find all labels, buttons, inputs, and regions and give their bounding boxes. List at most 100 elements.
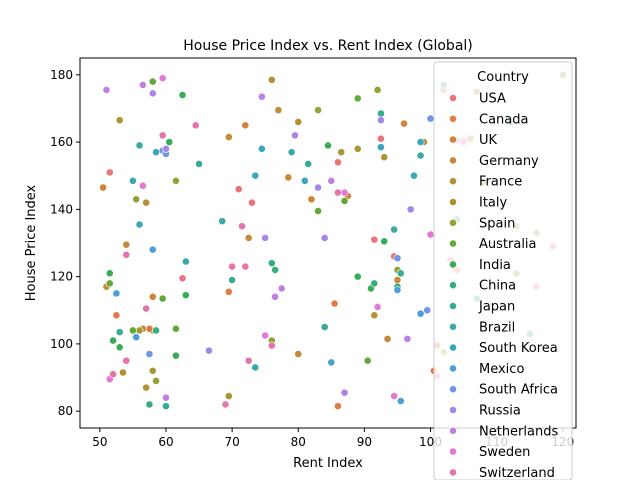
x-tick-label: 80	[291, 435, 306, 449]
point-russia	[148, 89, 157, 98]
point-uk	[400, 119, 408, 128]
point-india	[109, 336, 117, 345]
point-spain	[373, 86, 382, 94]
point-switzerland	[267, 341, 276, 350]
x-tick-label: 90	[357, 435, 372, 449]
point-india	[115, 343, 124, 352]
point-france	[274, 106, 283, 115]
point-netherlands	[271, 292, 279, 301]
point-brazil	[251, 363, 260, 372]
point-south-africa	[145, 350, 154, 358]
point-uk	[307, 195, 316, 204]
point-switzerland	[109, 370, 117, 379]
point-france	[267, 75, 276, 84]
legend-label-sweden: Sweden	[479, 445, 530, 460]
legend-marker-germany	[449, 156, 457, 165]
x-tick-label: 70	[224, 435, 239, 449]
legend-label-south-korea: South Korea	[479, 341, 558, 356]
point-switzerland	[142, 304, 151, 313]
legend-marker-australia	[449, 239, 457, 248]
point-usa	[234, 185, 243, 194]
point-australia	[129, 326, 137, 335]
point-australia	[340, 197, 349, 205]
legend-label-germany: Germany	[479, 154, 539, 169]
point-south-korea	[410, 171, 418, 180]
legend-label-mexico: Mexico	[479, 362, 524, 377]
legend-box	[433, 61, 573, 480]
point-netherlands	[257, 92, 266, 101]
point-germany	[393, 276, 402, 284]
point-uk	[241, 121, 250, 130]
point-japan	[377, 109, 385, 118]
point-switzerland	[122, 356, 131, 365]
legend-marker-mexico	[449, 364, 457, 373]
point-japan	[320, 323, 329, 331]
point-uk	[99, 183, 108, 192]
point-south-korea	[135, 220, 144, 229]
point-australia	[148, 77, 157, 86]
legend-label-netherlands: Netherlands	[479, 424, 558, 439]
point-netherlands	[138, 81, 147, 89]
point-usa	[248, 198, 256, 207]
point-usa	[178, 274, 187, 283]
point-australia	[314, 207, 322, 215]
point-usa	[105, 168, 114, 177]
point-mexico	[396, 397, 405, 405]
point-south-africa	[393, 254, 402, 263]
legend-marker-china	[449, 281, 457, 290]
legend-marker-japan	[449, 302, 457, 310]
point-italy	[135, 326, 144, 335]
y-tick-label: 140	[50, 202, 73, 216]
point-spain	[152, 377, 160, 385]
point-france	[142, 198, 151, 207]
point-brazil	[390, 225, 399, 234]
point-south-africa	[426, 114, 435, 123]
point-france	[119, 368, 127, 377]
point-germany	[294, 350, 303, 358]
point-germany	[244, 234, 253, 242]
point-germany	[122, 240, 131, 249]
point-mexico	[327, 358, 336, 367]
point-netherlands	[102, 86, 111, 94]
point-canada	[334, 402, 342, 411]
point-netherlands	[162, 393, 170, 402]
legend-marker-netherlands	[449, 426, 457, 435]
legend-label-india: India	[479, 258, 511, 273]
point-india	[324, 141, 332, 150]
point-south-korea	[251, 171, 260, 180]
point-germany	[284, 173, 293, 182]
point-japan	[195, 160, 203, 168]
chart-title: House Price Index vs. Rent Index (Global…	[183, 38, 473, 54]
point-china	[271, 266, 279, 274]
point-russia	[320, 234, 329, 242]
point-canada	[112, 311, 121, 320]
legend-label-south-africa: South Africa	[479, 383, 558, 398]
plot-frame	[79, 57, 577, 429]
point-japan	[115, 328, 124, 337]
point-china	[145, 400, 154, 409]
point-france	[294, 118, 303, 126]
point-sweden	[373, 303, 382, 311]
point-sweden	[138, 181, 147, 190]
point-spain	[132, 195, 141, 204]
legend-marker-switzerland	[449, 468, 457, 477]
point-china	[152, 326, 160, 335]
legend-label-uk: UK	[479, 133, 498, 148]
point-china	[267, 259, 276, 268]
point-brazil	[287, 148, 296, 157]
legend-marker-spain	[449, 218, 457, 227]
legend-label-switzerland: Switzerland	[479, 466, 555, 480]
legend-label-italy: Italy	[479, 196, 508, 211]
x-axis-label: Rent Index	[293, 456, 363, 471]
legend-marker-sweden	[449, 447, 457, 456]
legend-marker-russia	[449, 406, 457, 414]
legend-label-australia: Australia	[479, 237, 537, 252]
point-india	[353, 272, 362, 281]
point-uk	[148, 292, 157, 301]
point-australia	[105, 279, 114, 288]
point-russia	[406, 205, 415, 214]
point-south-korea	[377, 143, 385, 152]
point-sweden	[340, 188, 349, 197]
point-brazil	[135, 141, 144, 150]
